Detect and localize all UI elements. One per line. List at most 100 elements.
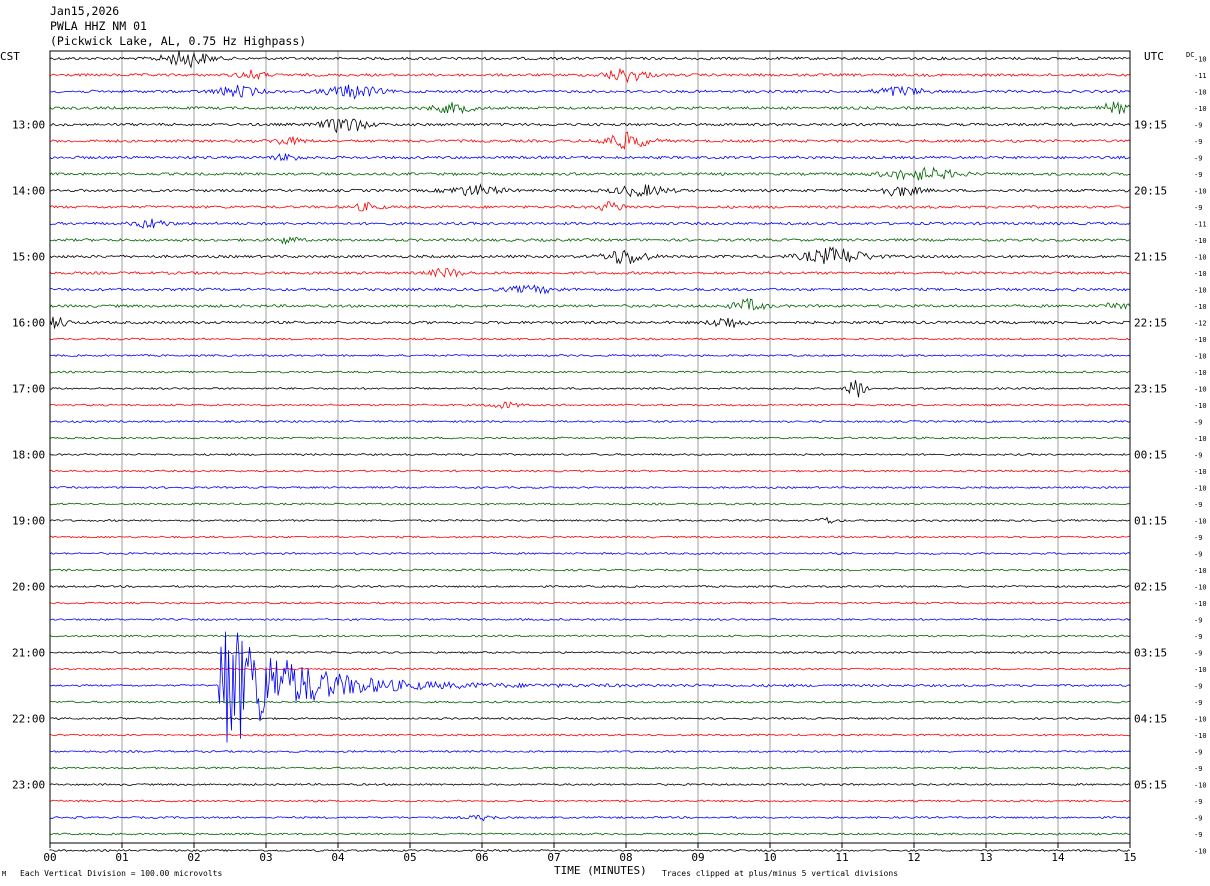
trace-line bbox=[49, 552, 1131, 555]
trace-line bbox=[49, 486, 1131, 489]
plot-frame bbox=[49, 50, 1131, 844]
dc-offset-label: -10 bbox=[1194, 89, 1207, 97]
dc-offset-label: -10 bbox=[1194, 584, 1207, 592]
x-tick-label: 14 bbox=[1051, 851, 1065, 864]
trace-line bbox=[49, 50, 1131, 69]
dc-label: DC bbox=[1186, 51, 1194, 59]
trace-line bbox=[49, 370, 1130, 374]
dc-offset-label: -10 bbox=[1194, 567, 1207, 575]
left-hour-label: 21:00 bbox=[12, 647, 45, 660]
header-date: Jan15,2026 bbox=[50, 4, 120, 18]
dc-offset-label: -10 bbox=[1194, 402, 1207, 410]
trace-line bbox=[49, 267, 1131, 278]
trace-line bbox=[49, 469, 1131, 473]
right-hour-label: 22:15 bbox=[1134, 317, 1167, 330]
dc-offset-label: -10 bbox=[1194, 518, 1207, 526]
trace-line bbox=[49, 733, 1131, 737]
dc-offset-label: -9 bbox=[1194, 534, 1202, 542]
scale-note: Each Vertical Division = 100.00 microvol… bbox=[20, 869, 222, 878]
trace-line bbox=[49, 401, 1131, 409]
trace-line bbox=[49, 452, 1131, 456]
dc-offset-label: -9 bbox=[1194, 138, 1202, 146]
dc-offset-label: -9 bbox=[1194, 699, 1202, 707]
left-hour-label: 15:00 bbox=[12, 251, 45, 264]
seismic-traces bbox=[49, 50, 1131, 852]
trace-line bbox=[49, 67, 1131, 84]
x-tick-label: 02 bbox=[187, 851, 200, 864]
right-hour-label: 19:15 bbox=[1134, 119, 1167, 132]
trace-line bbox=[50, 601, 1131, 605]
dc-offset-label: -9 bbox=[1194, 551, 1202, 559]
trace-line bbox=[49, 716, 1131, 720]
right-timezone-label: UTC bbox=[1144, 50, 1164, 63]
trace-line bbox=[49, 84, 1131, 100]
x-tick-label: 03 bbox=[259, 851, 272, 864]
dc-offset-label: -11 bbox=[1194, 72, 1207, 80]
left-hour-label: 14:00 bbox=[12, 185, 45, 198]
x-tick-label: 01 bbox=[115, 851, 128, 864]
dc-offset-label: -10 bbox=[1194, 848, 1207, 856]
right-hour-label: 00:15 bbox=[1134, 449, 1167, 462]
right-hour-label: 20:15 bbox=[1134, 185, 1167, 198]
trace-line bbox=[49, 651, 1131, 654]
trace-line bbox=[49, 634, 1131, 638]
left-hour-label: 18:00 bbox=[12, 449, 45, 462]
x-tick-label: 11 bbox=[835, 851, 848, 864]
trace-line bbox=[49, 535, 1131, 539]
clip-note: Traces clipped at plus/minus 5 vertical … bbox=[662, 869, 898, 878]
dc-offset-label: -10 bbox=[1194, 782, 1207, 790]
dc-offset-label: -10 bbox=[1194, 270, 1207, 278]
x-tick-label: 08 bbox=[619, 851, 632, 864]
trace-line bbox=[49, 337, 1131, 341]
trace-line bbox=[49, 353, 1131, 358]
dc-offset-label: -12 bbox=[1194, 320, 1207, 328]
dc-offset-label: -10 bbox=[1194, 369, 1207, 377]
dc-offset-label: -9 bbox=[1194, 765, 1202, 773]
dc-offset-label: -9 bbox=[1194, 204, 1202, 212]
dc-offset-label: -9 bbox=[1194, 650, 1202, 658]
x-axis-title: TIME (MINUTES) bbox=[554, 864, 647, 877]
dc-offset-label: -9 bbox=[1194, 798, 1202, 806]
dc-offset-labels: -10 -11 -10 -10 -9 -9 -9 -9 -10 -9 -11 -10 -10 -10 -10… bbox=[1194, 56, 1207, 856]
dc-offset-label: -9 bbox=[1194, 501, 1202, 509]
x-tick-label: 07 bbox=[547, 851, 560, 864]
dc-offset-label: -10 bbox=[1194, 188, 1207, 196]
trace-line bbox=[49, 436, 1131, 440]
dc-offset-label: -9 bbox=[1194, 815, 1202, 823]
dc-offset-label: -9 bbox=[1194, 831, 1202, 839]
dc-offset-label: -9 bbox=[1194, 171, 1202, 179]
left-hour-label: 20:00 bbox=[12, 581, 45, 594]
dc-offset-label: -11 bbox=[1194, 221, 1207, 229]
dc-offset-label: -10 bbox=[1194, 600, 1207, 608]
trace-line bbox=[49, 667, 1131, 671]
trace-line bbox=[49, 153, 1131, 162]
x-tick-label: 15 bbox=[1123, 851, 1136, 864]
footer-mark: M bbox=[2, 870, 6, 878]
x-tick-label: 13 bbox=[979, 851, 992, 864]
trace-line bbox=[49, 700, 1131, 704]
dc-offset-label: -10 bbox=[1194, 468, 1207, 476]
trace-line bbox=[49, 316, 1131, 329]
dc-offset-label: -10 bbox=[1194, 287, 1207, 295]
dc-offset-label: -9 bbox=[1194, 633, 1202, 641]
dc-offset-label: -9 bbox=[1194, 122, 1202, 130]
dc-offset-label: -10 bbox=[1194, 716, 1207, 724]
trace-line bbox=[49, 218, 1131, 229]
x-tick-label: 10 bbox=[763, 851, 776, 864]
right-hour-labels: 19:15 20:15 21:15 22:15 23:15 00:15 01:15 02:15… bbox=[1134, 119, 1167, 792]
trace-line bbox=[49, 516, 1131, 524]
trace-line bbox=[49, 420, 1131, 423]
dc-offset-label: -10 bbox=[1194, 435, 1207, 443]
dc-offset-label: -9 bbox=[1194, 419, 1202, 427]
right-hour-label: 04:15 bbox=[1134, 713, 1167, 726]
minute-grid bbox=[121, 51, 1059, 843]
trace-line bbox=[49, 502, 1131, 506]
trace-line bbox=[49, 631, 1131, 743]
trace-line bbox=[49, 297, 1131, 311]
left-hour-label: 16:00 bbox=[12, 317, 45, 330]
dc-offset-label: -9 bbox=[1194, 155, 1202, 163]
dc-offset-label: -9 bbox=[1194, 749, 1202, 757]
trace-line bbox=[49, 618, 1131, 621]
trace-line bbox=[49, 766, 1131, 770]
